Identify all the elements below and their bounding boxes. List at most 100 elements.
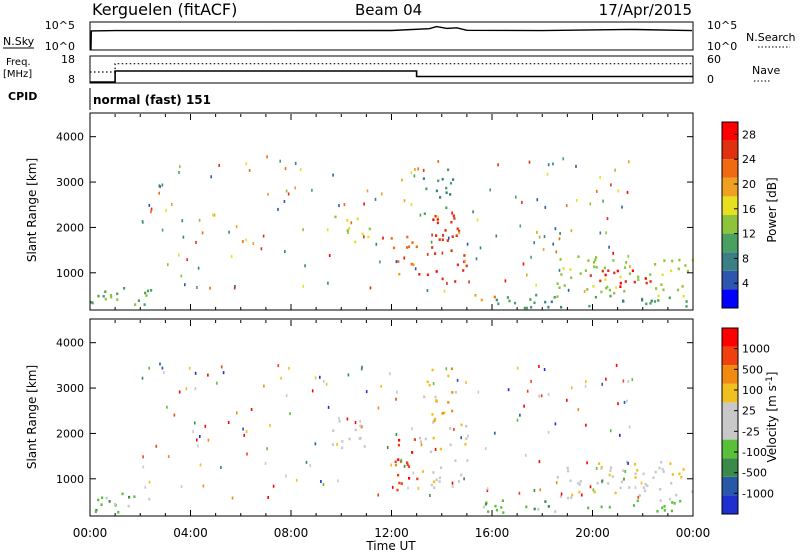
range-time-cell [400,458,403,462]
range-time-cell [533,507,536,511]
range-time-cell [593,265,596,268]
power-ylabel: Slant Range [km] [25,158,39,262]
range-time-cell [197,266,200,270]
range-time-cell [198,218,201,222]
range-time-cell [547,163,550,167]
range-time-cell [199,435,201,438]
range-time-cell [437,179,440,183]
range-time-cell [486,489,489,493]
freq-unit-label: [MHz] [3,69,32,80]
range-time-cell [441,177,444,181]
range-time-cell [280,376,282,380]
range-time-cell [161,183,164,187]
y-tick-label: 1000 [56,473,84,486]
range-time-cell [423,395,426,399]
range-time-cell [441,238,444,242]
nsky-panel: N.Sky 10^5 10^0 10^5 10^0 N.Search [3,19,796,53]
range-time-cell [523,306,526,310]
range-time-cell [418,273,421,276]
range-time-cell [246,452,248,456]
range-time-cell [419,213,422,217]
range-time-cell [142,455,144,459]
range-time-cell [539,488,541,492]
range-time-cell [421,470,425,473]
range-time-cell [578,483,581,486]
range-time-cell [657,294,660,298]
range-time-cell [452,214,455,217]
range-time-cell [538,394,540,398]
colorbar-swatch [722,252,738,271]
range-time-cell [533,241,535,245]
range-time-cell [587,259,590,262]
range-time-cell [90,301,93,304]
nsky-label: N.Sky [3,35,35,48]
range-time-cell [562,267,565,270]
range-time-cell [180,485,183,489]
range-time-cell [186,258,188,262]
range-time-cell [640,481,643,485]
range-time-cell [671,501,674,504]
range-time-cell [467,434,469,438]
range-time-cell [500,506,503,509]
range-time-cell [369,286,372,290]
colorbar-tick-label: 1000 [742,343,770,356]
range-time-cell [262,234,265,238]
range-time-cell [432,480,436,484]
range-time-cell [508,299,511,303]
range-time-cell [406,235,409,239]
range-time-cell [446,281,448,285]
nsky-series-line [90,25,693,50]
range-time-cell [167,455,170,459]
range-time-cell [486,487,489,491]
range-time-cell [586,288,589,291]
x-tick-label: 04:00 [173,526,208,540]
range-time-cell [559,258,562,261]
range-time-cell [594,258,597,262]
range-time-cell [653,300,657,303]
range-time-cell [612,251,614,255]
range-time-cell [220,466,222,469]
range-time-cell [354,421,357,425]
range-time-cell [456,263,459,267]
range-time-cell [619,275,622,279]
range-time-cell [596,189,598,193]
range-time-cell [245,238,247,242]
range-time-cell [628,425,631,429]
range-time-cell [474,294,477,297]
range-time-cell [408,477,411,480]
range-time-cell [338,417,340,420]
range-time-cell [466,459,469,462]
range-time-cell [285,394,288,398]
range-time-cell [429,494,431,497]
range-time-cell [624,280,627,283]
range-time-cell [302,284,305,288]
range-time-cell [101,496,104,500]
range-time-cell [533,489,536,492]
range-time-cell [148,480,151,484]
range-time-cell [302,228,304,232]
range-time-cell [589,274,592,277]
range-time-cell [528,160,531,164]
range-time-cell [543,368,546,371]
range-time-cell [633,280,636,284]
range-time-cell [453,217,456,220]
range-time-cell [626,190,629,194]
range-time-cell [403,464,406,468]
range-time-cell [641,298,644,302]
range-time-cell [102,295,105,298]
nsky-tick-top: 10^5 [45,19,75,32]
range-time-cell [109,293,113,297]
range-time-cell [410,203,413,207]
range-time-cell [673,502,676,505]
range-time-cell [410,171,413,175]
y-tick-label: 2000 [56,427,84,440]
range-time-cell [495,234,498,238]
range-time-cell [97,294,100,298]
range-time-cell [663,509,666,512]
range-time-cell [441,251,444,255]
range-time-cell [431,368,434,372]
range-time-cell [425,187,428,191]
range-time-cell [171,203,173,206]
colorbar-tick-label: 20 [742,178,756,191]
range-time-cell [423,212,426,215]
